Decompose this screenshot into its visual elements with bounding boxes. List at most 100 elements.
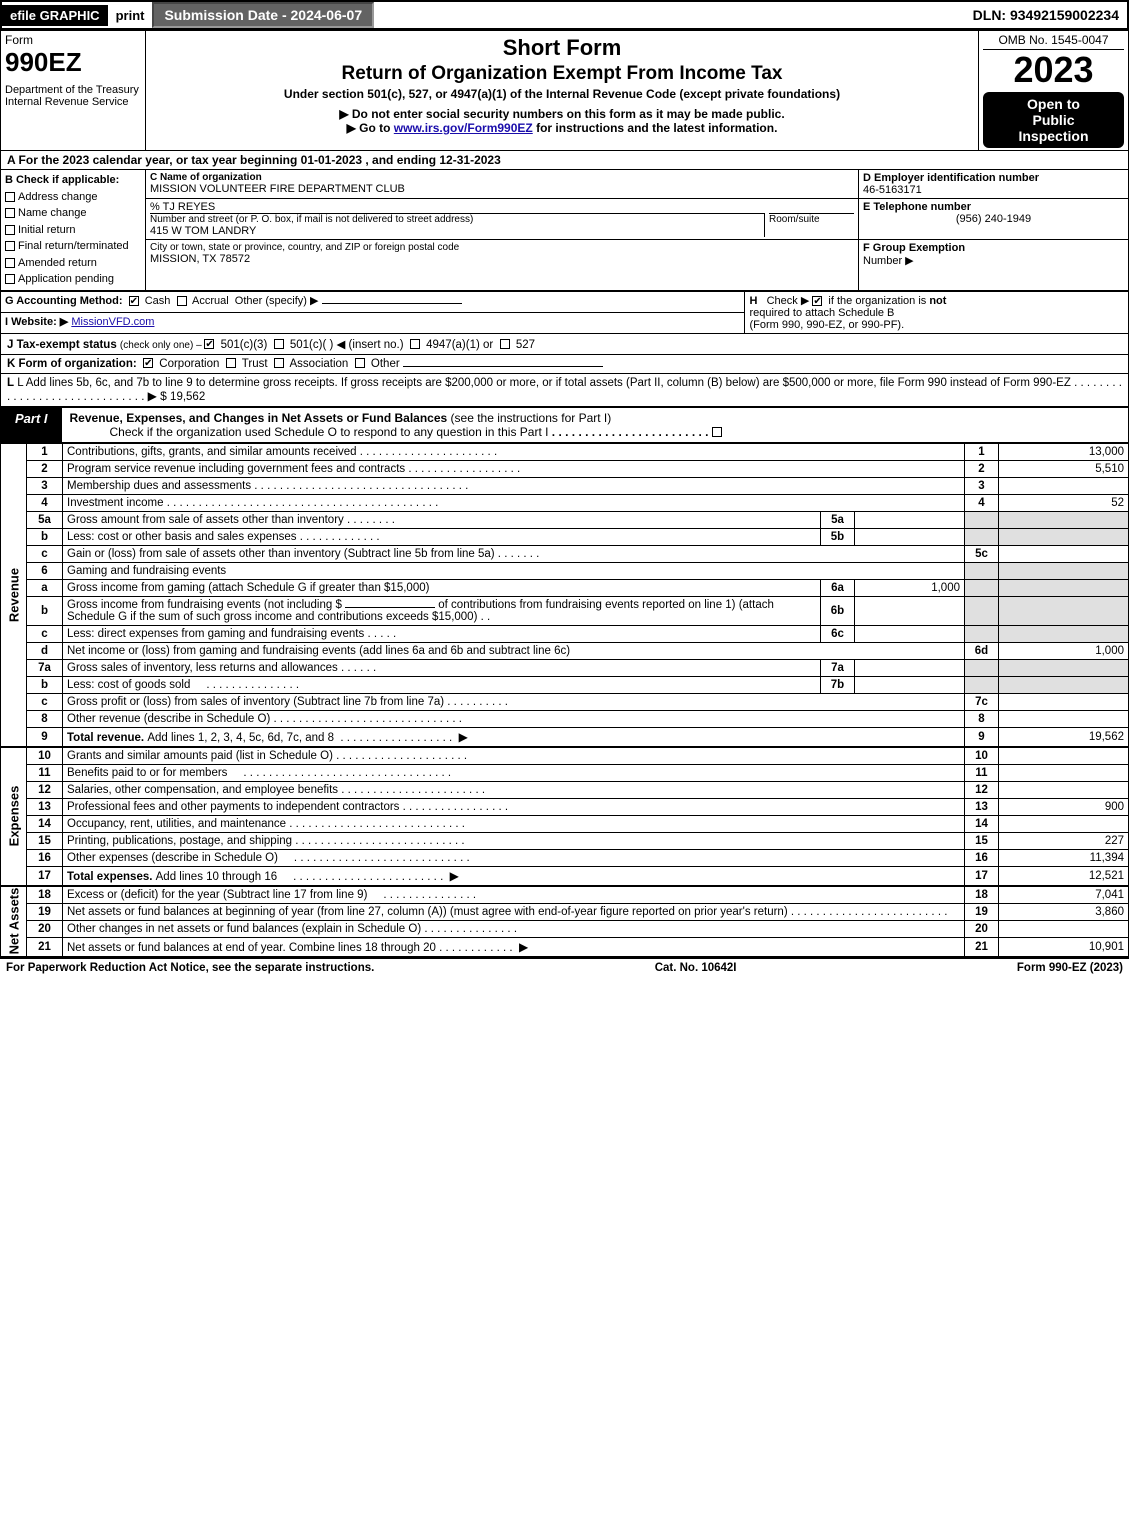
- check-527[interactable]: [500, 339, 510, 349]
- line-6a-desc: Gross income from gaming (attach Schedul…: [63, 579, 821, 596]
- room-label: Room/suite: [769, 213, 854, 225]
- check-address-change-label: Address change: [18, 191, 98, 203]
- line-18-desc: Excess or (deficit) for the year (Subtra…: [67, 889, 367, 901]
- h-check-arrow: Check ▶: [767, 295, 810, 307]
- city-label: City or town, state or province, country…: [150, 242, 854, 253]
- print-button[interactable]: print: [108, 5, 153, 26]
- line-6b-amount-field[interactable]: [345, 607, 435, 608]
- other-specify-field[interactable]: [322, 303, 462, 304]
- check-final-return[interactable]: Final return/terminated: [5, 238, 141, 255]
- line-5a-sn: 5a: [821, 511, 855, 528]
- line-15-nc: 15: [965, 832, 999, 849]
- check-schedule-o-part1[interactable]: [712, 427, 722, 437]
- check-initial-return[interactable]: Initial return: [5, 222, 141, 239]
- check-trust[interactable]: [226, 358, 236, 368]
- street-value: 415 W TOM LANDRY: [150, 225, 764, 237]
- line-10-nc: 10: [965, 747, 999, 764]
- line-19-num: 19: [27, 903, 63, 920]
- line-7a-num: 7a: [27, 659, 63, 676]
- inspect-3: Inspection: [987, 128, 1120, 144]
- line-6c-desc: Less: direct expenses from gaming and fu…: [67, 628, 364, 640]
- line-17-arrow: ▶: [450, 869, 459, 883]
- line-k: K Form of organization: Corporation Trus…: [0, 355, 1129, 374]
- line-14: 14 Occupancy, rent, utilities, and mainte…: [27, 815, 1129, 832]
- group-exemption-number: Number ▶: [863, 255, 914, 267]
- header-center: Short Form Return of Organization Exempt…: [146, 31, 979, 151]
- line-2-nc: 2: [965, 460, 999, 477]
- check-accrual[interactable]: [177, 296, 187, 306]
- line-7b-num: b: [27, 676, 63, 693]
- inspect-2: Public: [987, 112, 1120, 128]
- footer-form-number: 990-EZ: [1049, 962, 1087, 974]
- check-initial-return-label: Initial return: [18, 224, 75, 236]
- expenses-block: Expenses 10Grants and similar amounts pa…: [0, 747, 1129, 886]
- page-footer: For Paperwork Reduction Act Notice, see …: [0, 957, 1129, 977]
- check-501c3[interactable]: [204, 339, 214, 349]
- line-5c-desc: Gain or (loss) from sale of assets other…: [67, 548, 495, 560]
- line-16: 16 Other expenses (describe in Schedule O…: [27, 849, 1129, 866]
- expenses-side-label: Expenses: [0, 747, 26, 886]
- line-l-text: L Add lines 5b, 6c, and 7b to line 9 to …: [17, 377, 1071, 389]
- line-5c: cGain or (loss) from sale of assets othe…: [27, 545, 1129, 562]
- dept-irs: Internal Revenue Service: [5, 96, 141, 108]
- footer-form-pre: Form: [1017, 962, 1049, 974]
- line-4: 4Investment income . . . . . . . . . . .…: [27, 494, 1129, 511]
- section-c-city: City or town, state or province, country…: [146, 240, 859, 291]
- instructions-link[interactable]: www.irs.gov/Form990EZ: [394, 121, 533, 135]
- line-7a-nc: [965, 659, 999, 676]
- line-6d-num: d: [27, 642, 63, 659]
- submission-date: Submission Date - 2024-06-07: [152, 2, 374, 28]
- line-7b-sv: [855, 676, 965, 693]
- line-13-desc: Professional fees and other payments to …: [67, 801, 399, 813]
- line-3: 3Membership dues and assessments . . . .…: [27, 477, 1129, 494]
- line-14-num: 14: [27, 815, 63, 832]
- line-9-arrow: ▶: [459, 730, 468, 744]
- website-link[interactable]: MissionVFD.com: [71, 316, 154, 328]
- line-19-desc: Net assets or fund balances at beginning…: [67, 906, 788, 918]
- line-10-num: 10: [27, 747, 63, 764]
- line-5b-num: b: [27, 528, 63, 545]
- line-7a-sn: 7a: [821, 659, 855, 676]
- check-4947[interactable]: [410, 339, 420, 349]
- line-14-desc: Occupancy, rent, utilities, and maintena…: [67, 818, 286, 830]
- line-l-arrow: ▶ $: [148, 389, 167, 403]
- line-16-desc: Other expenses (describe in Schedule O): [67, 852, 278, 864]
- line-5c-val: [999, 545, 1129, 562]
- check-other-org[interactable]: [355, 358, 365, 368]
- check-application-pending[interactable]: Application pending: [5, 271, 141, 288]
- line-21-val: 10,901: [999, 937, 1129, 956]
- h-label: H: [749, 295, 757, 307]
- line-6: 6Gaming and fundraising events: [27, 562, 1129, 579]
- line-21: 21Net assets or fund balances at end of …: [27, 937, 1129, 956]
- line-4-val: 52: [999, 494, 1129, 511]
- check-name-change[interactable]: Name change: [5, 205, 141, 222]
- line-3-nc: 3: [965, 477, 999, 494]
- line-15-desc: Printing, publications, postage, and shi…: [67, 835, 292, 847]
- line-7b-val: [999, 676, 1129, 693]
- part-1-header: Part I Revenue, Expenses, and Changes in…: [0, 407, 1129, 443]
- check-corporation[interactable]: [143, 358, 153, 368]
- check-501c[interactable]: [274, 339, 284, 349]
- line-16-nc: 16: [965, 849, 999, 866]
- check-amended-return[interactable]: Amended return: [5, 255, 141, 272]
- check-cash[interactable]: [129, 296, 139, 306]
- line-18-val: 7,041: [999, 886, 1129, 903]
- part-1-paren: (see the instructions for Part I): [447, 411, 611, 425]
- form-title-1: Short Form: [152, 35, 972, 61]
- line-3-val: [999, 477, 1129, 494]
- line-3-num: 3: [27, 477, 63, 494]
- check-association[interactable]: [274, 358, 284, 368]
- section-d: D Employer identification number 46-5163…: [859, 170, 1129, 199]
- line-7b-desc: Less: cost of goods sold: [67, 679, 190, 691]
- other-org-field[interactable]: [403, 366, 603, 367]
- line-6d: dNet income or (loss) from gaming and fu…: [27, 642, 1129, 659]
- line-6b-desc1: Gross income from fundraising events (no…: [67, 599, 342, 611]
- line-6-desc: Gaming and fundraising events: [63, 562, 965, 579]
- check-schedule-b-not-required[interactable]: [812, 296, 822, 306]
- line-11-num: 11: [27, 764, 63, 781]
- line-1-val: 13,000: [999, 443, 1129, 460]
- line-7c-val: [999, 693, 1129, 710]
- check-address-change[interactable]: Address change: [5, 189, 141, 206]
- line-7c-nc: 7c: [965, 693, 999, 710]
- line-4-desc: Investment income: [67, 497, 164, 509]
